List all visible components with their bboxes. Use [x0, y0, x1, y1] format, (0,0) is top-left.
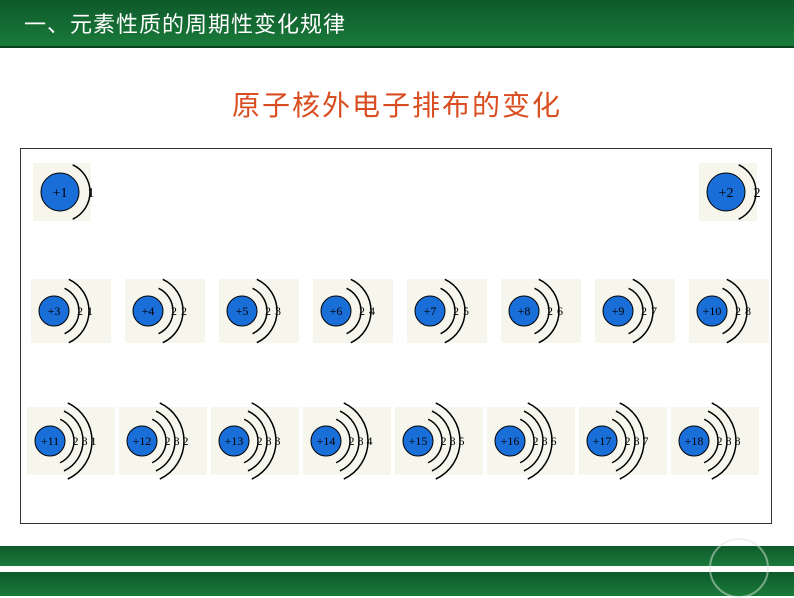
svg-text:6: 6: [551, 434, 557, 448]
svg-text:2: 2: [181, 304, 187, 318]
svg-text:2: 2: [735, 304, 741, 318]
svg-text:+7: +7: [424, 304, 437, 318]
header-title: 一、元素性质的周期性变化规律: [0, 7, 346, 39]
svg-text:+3: +3: [48, 304, 61, 318]
subtitle: 原子核外电子排布的变化: [0, 84, 794, 124]
svg-text:+6: +6: [330, 304, 343, 318]
svg-text:2: 2: [641, 304, 647, 318]
svg-text:3: 3: [275, 434, 281, 448]
svg-text:8: 8: [266, 434, 272, 448]
svg-text:2: 2: [257, 434, 263, 448]
svg-text:+17: +17: [593, 434, 612, 448]
svg-text:7: 7: [651, 304, 657, 318]
swirl-decoration: [709, 538, 769, 598]
svg-text:2: 2: [171, 304, 177, 318]
svg-text:8: 8: [735, 434, 741, 448]
svg-text:8: 8: [82, 434, 88, 448]
svg-text:2: 2: [717, 434, 723, 448]
svg-text:1: 1: [91, 434, 97, 448]
svg-text:+9: +9: [612, 304, 625, 318]
svg-text:+5: +5: [236, 304, 249, 318]
svg-text:8: 8: [634, 434, 640, 448]
svg-text:6: 6: [557, 304, 563, 318]
svg-text:1: 1: [87, 304, 93, 318]
atom: +18 288: [676, 396, 772, 486]
svg-text:+4: +4: [142, 304, 155, 318]
atom: +2 2: [704, 159, 772, 225]
atom: +8 26: [506, 273, 600, 349]
svg-text:2: 2: [625, 434, 631, 448]
atom: +3 21: [36, 273, 130, 349]
svg-text:2: 2: [349, 434, 355, 448]
svg-text:2: 2: [453, 304, 459, 318]
svg-text:3: 3: [275, 304, 281, 318]
svg-text:+15: +15: [409, 434, 428, 448]
svg-text:8: 8: [358, 434, 364, 448]
atom: +6 24: [318, 273, 412, 349]
svg-text:5: 5: [459, 434, 465, 448]
svg-text:+1: +1: [53, 186, 68, 201]
svg-text:8: 8: [174, 434, 180, 448]
svg-text:+8: +8: [518, 304, 531, 318]
svg-text:1: 1: [88, 186, 95, 201]
svg-text:8: 8: [745, 304, 751, 318]
svg-text:2: 2: [441, 434, 447, 448]
electron-diagram: +11+22+321+422+523+624+725+826+927+1028+…: [20, 148, 772, 524]
svg-text:2: 2: [183, 434, 189, 448]
header-bar: 一、元素性质的周期性变化规律: [0, 0, 794, 48]
atom: +10 28: [694, 273, 772, 349]
svg-text:4: 4: [369, 304, 375, 318]
svg-text:2: 2: [265, 304, 271, 318]
svg-text:+11: +11: [41, 434, 59, 448]
svg-text:2: 2: [754, 186, 761, 201]
svg-text:+18: +18: [685, 434, 704, 448]
svg-text:+16: +16: [501, 434, 520, 448]
svg-text:2: 2: [77, 304, 83, 318]
svg-text:2: 2: [165, 434, 171, 448]
atom: +1 1: [38, 159, 114, 225]
svg-text:2: 2: [547, 304, 553, 318]
svg-text:2: 2: [359, 304, 365, 318]
svg-text:+13: +13: [225, 434, 244, 448]
atom: +9 27: [600, 273, 694, 349]
svg-text:5: 5: [463, 304, 469, 318]
atom: +4 22: [130, 273, 224, 349]
svg-text:8: 8: [542, 434, 548, 448]
svg-text:8: 8: [726, 434, 732, 448]
svg-text:8: 8: [450, 434, 456, 448]
svg-text:+10: +10: [703, 304, 722, 318]
svg-text:+14: +14: [317, 434, 336, 448]
svg-text:7: 7: [643, 434, 649, 448]
footer-bar: [0, 546, 794, 596]
svg-text:4: 4: [367, 434, 373, 448]
svg-text:+2: +2: [719, 186, 734, 201]
svg-text:2: 2: [73, 434, 79, 448]
atom: +7 25: [412, 273, 506, 349]
svg-text:2: 2: [533, 434, 539, 448]
svg-text:+12: +12: [133, 434, 152, 448]
atom: +5 23: [224, 273, 318, 349]
